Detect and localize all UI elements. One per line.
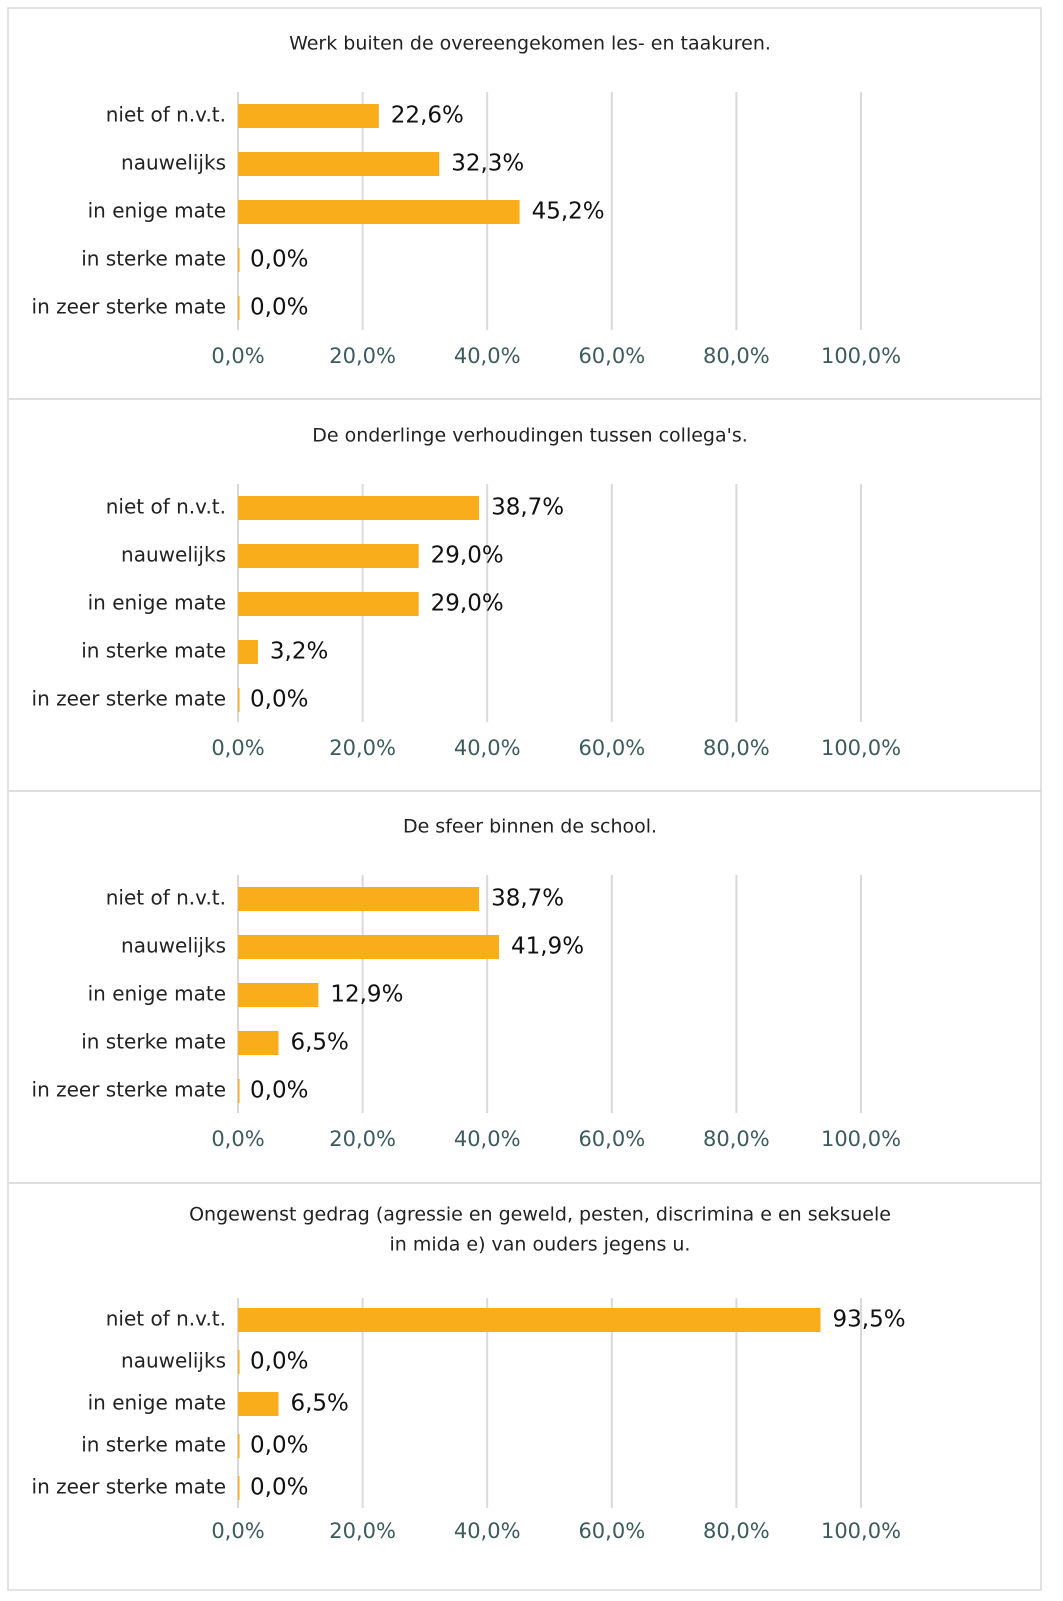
- bar: [238, 1308, 821, 1332]
- bar: [238, 248, 240, 272]
- panel-frame: [7, 1182, 1042, 1591]
- x-tick-label: 60,0%: [578, 344, 645, 368]
- x-tick-label: 20,0%: [329, 1127, 396, 1151]
- bar: [238, 1392, 279, 1416]
- value-label: 6,5%: [290, 1391, 348, 1417]
- value-label: 93,5%: [833, 1307, 906, 1333]
- x-tick-label: 20,0%: [329, 1519, 396, 1543]
- value-label: 29,0%: [431, 543, 504, 569]
- category-label: in enige mate: [88, 199, 226, 223]
- value-label: 38,7%: [491, 886, 564, 912]
- category-label: niet of n.v.t.: [106, 1307, 226, 1331]
- x-tick-label: 60,0%: [578, 1519, 645, 1543]
- value-label: 0,0%: [250, 1433, 308, 1459]
- chart-title: De onderlinge verhoudingen tussen colleg…: [312, 425, 748, 447]
- value-label: 22,6%: [391, 103, 464, 129]
- bar: [238, 296, 240, 320]
- x-tick-label: 60,0%: [578, 736, 645, 760]
- category-label: in enige mate: [88, 1391, 226, 1415]
- category-label: in sterke mate: [81, 639, 226, 663]
- category-label: in sterke mate: [81, 247, 226, 271]
- x-tick-label: 100,0%: [821, 344, 901, 368]
- value-label: 32,3%: [451, 151, 524, 177]
- bar: [238, 1350, 240, 1374]
- category-label: niet of n.v.t.: [106, 103, 226, 127]
- x-tick-label: 80,0%: [703, 736, 770, 760]
- bar: [238, 544, 419, 568]
- bar: [238, 200, 520, 224]
- category-label: in sterke mate: [81, 1030, 226, 1054]
- chart-title: Werk buiten de overeengekomen les- en ta…: [289, 33, 771, 55]
- bar: [238, 1476, 240, 1500]
- x-tick-label: 0,0%: [211, 1127, 264, 1151]
- x-tick-label: 100,0%: [821, 1519, 901, 1543]
- value-label: 0,0%: [250, 687, 308, 713]
- value-label: 0,0%: [250, 295, 308, 321]
- category-label: in zeer sterke mate: [32, 1475, 226, 1499]
- chart-title: in mida e) van ouders jegens u.: [390, 1234, 691, 1256]
- bar: [238, 887, 480, 911]
- value-label: 3,2%: [270, 639, 328, 665]
- x-tick-label: 0,0%: [211, 1519, 264, 1543]
- category-label: niet of n.v.t.: [106, 886, 226, 910]
- value-label: 41,9%: [511, 934, 584, 960]
- category-label: in enige mate: [88, 982, 226, 1006]
- chart-title: Ongewenst gedrag (agressie en geweld, pe…: [189, 1204, 891, 1226]
- category-label: nauwelijks: [121, 934, 226, 958]
- category-label: nauwelijks: [121, 151, 226, 175]
- x-tick-label: 20,0%: [329, 736, 396, 760]
- category-label: in enige mate: [88, 591, 226, 615]
- bar: [238, 496, 480, 520]
- x-tick-label: 40,0%: [454, 1127, 521, 1151]
- bar: [238, 983, 319, 1007]
- value-label: 29,0%: [431, 591, 504, 617]
- x-tick-label: 40,0%: [454, 1519, 521, 1543]
- x-tick-label: 0,0%: [211, 344, 264, 368]
- category-label: niet of n.v.t.: [106, 495, 226, 519]
- bar: [238, 688, 240, 712]
- category-label: nauwelijks: [121, 1349, 226, 1373]
- bar: [238, 640, 258, 664]
- x-tick-label: 100,0%: [821, 736, 901, 760]
- category-label: in zeer sterke mate: [32, 1078, 226, 1102]
- value-label: 0,0%: [250, 247, 308, 273]
- value-label: 38,7%: [491, 495, 564, 521]
- value-label: 6,5%: [290, 1030, 348, 1056]
- bar: [238, 104, 379, 128]
- category-label: in zeer sterke mate: [32, 295, 226, 319]
- value-label: 12,9%: [330, 982, 403, 1008]
- category-label: in zeer sterke mate: [32, 687, 226, 711]
- bar: [238, 1079, 240, 1103]
- category-label: in sterke mate: [81, 1433, 226, 1457]
- value-label: 0,0%: [250, 1078, 308, 1104]
- value-label: 45,2%: [532, 199, 605, 225]
- value-label: 0,0%: [250, 1349, 308, 1375]
- x-tick-label: 80,0%: [703, 1127, 770, 1151]
- bar: [238, 592, 419, 616]
- bar: [238, 1031, 279, 1055]
- value-label: 0,0%: [250, 1475, 308, 1501]
- bar: [238, 935, 500, 959]
- x-tick-label: 20,0%: [329, 344, 396, 368]
- chart-title: De sfeer binnen de school.: [403, 816, 657, 838]
- x-tick-label: 40,0%: [454, 344, 521, 368]
- category-label: nauwelijks: [121, 543, 226, 567]
- x-tick-label: 100,0%: [821, 1127, 901, 1151]
- x-tick-label: 60,0%: [578, 1127, 645, 1151]
- x-tick-label: 0,0%: [211, 736, 264, 760]
- x-tick-label: 80,0%: [703, 1519, 770, 1543]
- x-tick-label: 40,0%: [454, 736, 521, 760]
- bar: [238, 1434, 240, 1458]
- bar: [238, 152, 440, 176]
- x-tick-label: 80,0%: [703, 344, 770, 368]
